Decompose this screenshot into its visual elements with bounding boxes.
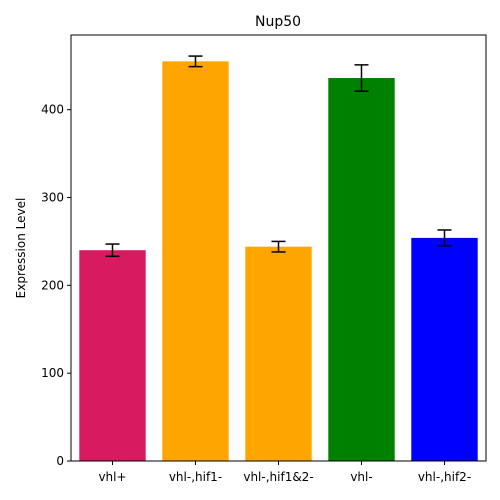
bar-2 (245, 247, 311, 461)
y-tick-label-4: 400 (41, 103, 64, 117)
bar-0 (79, 250, 145, 461)
x-tick-label-1: vhl-,hif1- (169, 470, 222, 484)
bars-layer (79, 61, 477, 461)
x-tick-label-2: vhl-,hif1&2- (243, 470, 313, 484)
chart-title: Nup50 (255, 14, 301, 30)
error-bars-layer (106, 56, 452, 256)
bar-3 (328, 78, 394, 461)
y-tick-label-0: 0 (56, 454, 64, 468)
bar-4 (411, 238, 477, 461)
x-tick-label-0: vhl+ (98, 470, 126, 484)
y-axis-label: Expression Level (14, 198, 28, 299)
bar-1 (162, 61, 228, 461)
y-tick-label-3: 300 (41, 190, 64, 204)
y-tick-label-1: 100 (41, 366, 64, 380)
x-tick-label-4: vhl-,hif2- (418, 470, 471, 484)
y-tick-label-2: 200 (41, 278, 64, 292)
x-tick-label-3: vhl- (350, 470, 372, 484)
